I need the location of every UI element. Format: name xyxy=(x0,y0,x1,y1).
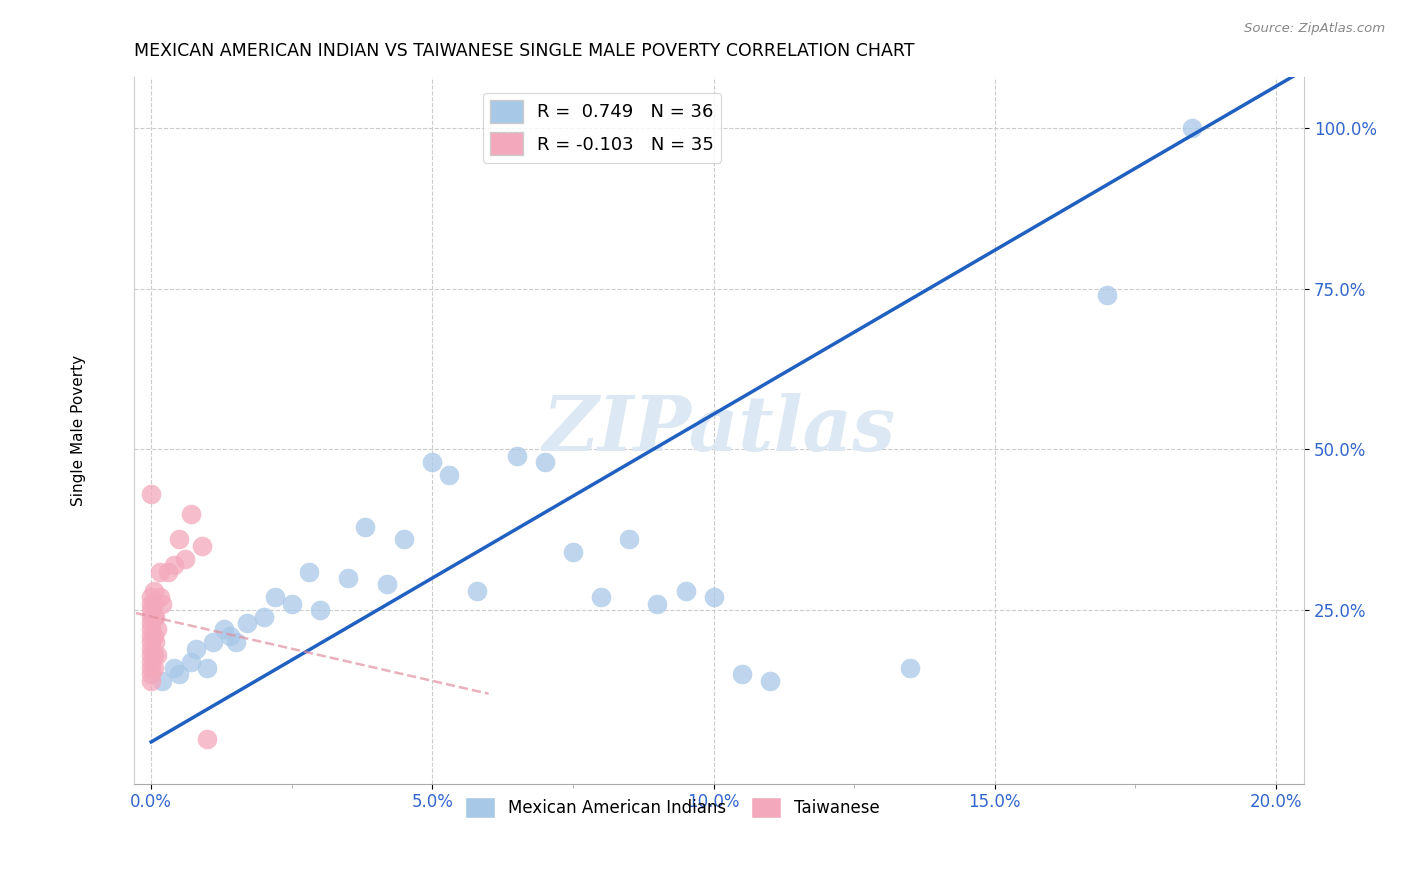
Point xyxy=(309,603,332,617)
Point xyxy=(163,661,186,675)
Point xyxy=(264,591,287,605)
Point xyxy=(143,648,166,662)
Point xyxy=(439,468,461,483)
Point xyxy=(141,591,163,605)
Point xyxy=(169,667,191,681)
Point xyxy=(180,507,202,521)
Point xyxy=(146,648,169,662)
Point xyxy=(143,609,166,624)
Point xyxy=(281,597,304,611)
Point xyxy=(149,565,172,579)
Point xyxy=(146,623,169,637)
Point xyxy=(219,629,242,643)
Legend: Mexican American Indians, Taiwanese: Mexican American Indians, Taiwanese xyxy=(458,790,887,825)
Point xyxy=(141,629,163,643)
Point xyxy=(141,597,163,611)
Point xyxy=(149,591,172,605)
Point xyxy=(180,655,202,669)
Point xyxy=(152,673,174,688)
Point xyxy=(141,648,163,662)
Point xyxy=(619,533,641,547)
Point xyxy=(467,583,489,598)
Point xyxy=(141,615,163,630)
Point xyxy=(337,571,360,585)
Point xyxy=(591,591,613,605)
Point xyxy=(253,609,276,624)
Point xyxy=(900,661,922,675)
Point xyxy=(214,623,236,637)
Point xyxy=(143,597,166,611)
Point xyxy=(141,603,163,617)
Point xyxy=(163,558,186,573)
Point xyxy=(157,565,180,579)
Point xyxy=(174,551,197,566)
Point xyxy=(143,629,166,643)
Point xyxy=(141,667,163,681)
Point xyxy=(506,449,529,463)
Point xyxy=(647,597,669,611)
Point xyxy=(562,545,585,559)
Point xyxy=(143,583,166,598)
Point xyxy=(236,615,259,630)
Point xyxy=(141,661,163,675)
Point xyxy=(422,455,444,469)
Point xyxy=(377,577,399,591)
Point xyxy=(354,519,377,533)
Point xyxy=(1097,288,1119,302)
Point xyxy=(225,635,247,649)
Point xyxy=(731,667,754,681)
Point xyxy=(141,609,163,624)
Point xyxy=(141,623,163,637)
Point xyxy=(197,661,219,675)
Point xyxy=(141,641,163,656)
Point xyxy=(759,673,782,688)
Point xyxy=(143,609,166,624)
Point xyxy=(1181,121,1204,136)
Point xyxy=(534,455,557,469)
Text: Source: ZipAtlas.com: Source: ZipAtlas.com xyxy=(1244,22,1385,36)
Point xyxy=(202,635,225,649)
Point xyxy=(298,565,321,579)
Point xyxy=(152,597,174,611)
Y-axis label: Single Male Poverty: Single Male Poverty xyxy=(72,355,86,506)
Point xyxy=(197,731,219,746)
Point xyxy=(186,641,208,656)
Text: ZIPatlas: ZIPatlas xyxy=(543,393,896,467)
Point xyxy=(675,583,697,598)
Point xyxy=(141,635,163,649)
Point xyxy=(141,673,163,688)
Point xyxy=(141,655,163,669)
Point xyxy=(191,539,214,553)
Point xyxy=(143,635,166,649)
Text: MEXICAN AMERICAN INDIAN VS TAIWANESE SINGLE MALE POVERTY CORRELATION CHART: MEXICAN AMERICAN INDIAN VS TAIWANESE SIN… xyxy=(135,42,915,60)
Point xyxy=(143,661,166,675)
Point xyxy=(703,591,725,605)
Point xyxy=(394,533,416,547)
Point xyxy=(141,487,163,501)
Point xyxy=(169,533,191,547)
